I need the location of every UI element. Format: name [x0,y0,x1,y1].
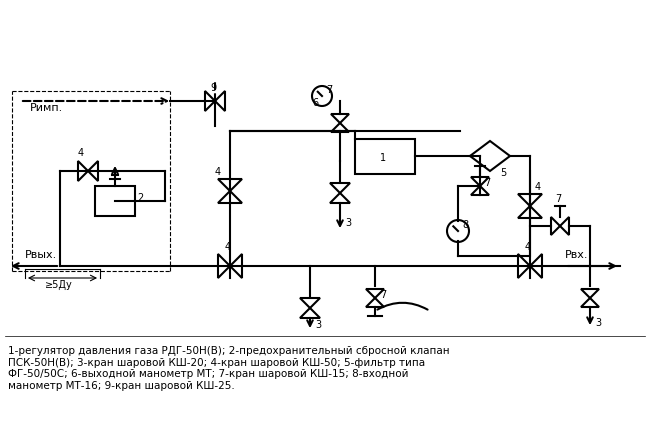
Text: 5: 5 [500,168,506,178]
Text: 6: 6 [312,98,318,108]
Text: 7: 7 [555,194,561,204]
Text: 2: 2 [137,193,143,203]
Text: ≥5Ду: ≥5Ду [45,280,73,290]
Text: 7: 7 [484,178,490,188]
Bar [355,138,415,173]
Text: Рвых.: Рвых. [25,250,57,260]
Text: 4: 4 [535,182,541,192]
Text: 1-регулятор давления газа РДГ-50Н(В); 2-предохранительный сбросной клапан
ПСК-50: 1-регулятор давления газа РДГ-50Н(В); 2-… [8,346,450,391]
Text: 3: 3 [345,218,351,228]
Text: 7: 7 [326,85,332,95]
Text: Рвх.: Рвх. [565,250,588,260]
Text: 4: 4 [225,242,231,252]
Bar [95,186,135,216]
Text: 3: 3 [315,320,321,330]
Text: 9: 9 [210,83,216,93]
Text: 4: 4 [78,148,84,158]
Text: 3: 3 [595,318,601,328]
Text: 7: 7 [380,290,386,300]
Text: 4: 4 [215,167,221,177]
Text: Римп.: Римп. [30,103,63,113]
Text: 8: 8 [462,220,468,230]
Text: 4: 4 [525,242,531,252]
Text: 1: 1 [380,153,386,163]
